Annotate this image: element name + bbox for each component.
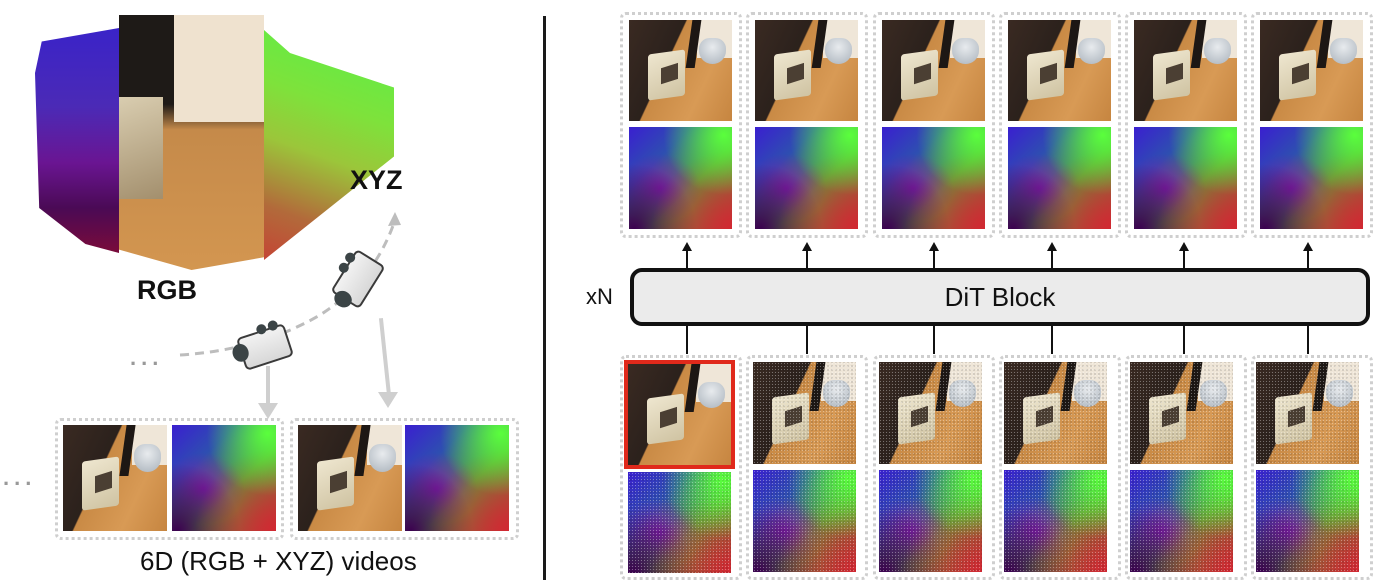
input-frame bbox=[999, 355, 1121, 580]
arrow-up-icon bbox=[929, 242, 939, 251]
xyz-frame-image bbox=[405, 425, 509, 531]
output-xyz-image bbox=[1260, 127, 1363, 229]
ellipsis-bottom: ... bbox=[3, 465, 37, 490]
repeat-count-label: xN bbox=[586, 284, 613, 309]
video-clip-frame bbox=[290, 418, 519, 540]
input-frame bbox=[873, 355, 995, 580]
arrow-line bbox=[806, 250, 808, 268]
rgb-label: RGB bbox=[137, 275, 197, 305]
point-cloud-rgb-face bbox=[119, 15, 264, 270]
noisy-rgb-image bbox=[1004, 362, 1107, 464]
arrow-up-icon bbox=[802, 242, 812, 251]
video-clip-frame bbox=[55, 418, 284, 540]
caption-6d-videos: 6D (RGB + XYZ) videos bbox=[140, 546, 417, 576]
noisy-xyz-image bbox=[1130, 470, 1233, 572]
output-rgb-image bbox=[1134, 20, 1237, 121]
panel-divider bbox=[543, 16, 546, 580]
input-line bbox=[1051, 326, 1053, 354]
xyz-label: XYZ bbox=[350, 165, 403, 195]
noisy-rgb-image bbox=[1130, 362, 1233, 464]
input-frame bbox=[620, 355, 742, 580]
rgb-frame-image bbox=[298, 425, 402, 531]
output-frame bbox=[620, 12, 742, 238]
output-xyz-image bbox=[1134, 127, 1237, 229]
noisy-xyz-image bbox=[1256, 470, 1359, 572]
input-frame bbox=[1251, 355, 1373, 580]
noisy-xyz-image bbox=[753, 470, 856, 572]
arrow-line bbox=[686, 250, 688, 268]
output-xyz-image bbox=[629, 127, 732, 229]
arrow-line bbox=[1307, 250, 1309, 268]
output-rgb-image bbox=[1260, 20, 1363, 121]
arrow-line bbox=[1183, 250, 1185, 268]
gray-arrow-head-icon bbox=[378, 392, 398, 408]
arrow-up-icon bbox=[1047, 242, 1057, 251]
gray-arrow-line bbox=[266, 366, 270, 406]
noisy-xyz-image bbox=[879, 470, 982, 572]
noisy-rgb-image bbox=[1256, 362, 1359, 464]
output-rgb-image bbox=[755, 20, 858, 121]
rgb-frame-image bbox=[63, 425, 167, 531]
arrow-line bbox=[933, 250, 935, 268]
gray-arrow-head-icon bbox=[258, 403, 278, 419]
noisy-xyz-image bbox=[628, 472, 731, 573]
xyz-frame-image bbox=[172, 425, 276, 531]
input-line bbox=[1307, 326, 1309, 354]
output-frame bbox=[1125, 12, 1247, 238]
output-xyz-image bbox=[1008, 127, 1111, 229]
output-xyz-image bbox=[882, 127, 985, 229]
arrow-line bbox=[1051, 250, 1053, 268]
output-frame bbox=[1251, 12, 1373, 238]
input-line bbox=[686, 326, 688, 354]
camera-trajectory bbox=[179, 212, 401, 357]
dit-block-label: DiT Block bbox=[944, 281, 1056, 312]
input-frame bbox=[746, 355, 868, 580]
dit-block: DiT Block bbox=[630, 268, 1370, 326]
output-rgb-image bbox=[629, 20, 732, 121]
noisy-rgb-image bbox=[753, 362, 856, 464]
input-line bbox=[933, 326, 935, 354]
output-rgb-image bbox=[882, 20, 985, 121]
input-line bbox=[806, 326, 808, 354]
input-line bbox=[1183, 326, 1185, 354]
arrow-up-icon bbox=[682, 242, 692, 251]
ellipsis-top: ... bbox=[130, 345, 164, 370]
noisy-rgb-image bbox=[879, 362, 982, 464]
arrow-up-icon bbox=[1303, 242, 1313, 251]
output-xyz-image bbox=[755, 127, 858, 229]
output-frame bbox=[873, 12, 995, 238]
point-cloud-illustration bbox=[30, 10, 400, 275]
point-cloud-xyz-left-face bbox=[35, 28, 119, 253]
output-rgb-image bbox=[1008, 20, 1111, 121]
input-frame bbox=[1125, 355, 1247, 580]
noisy-xyz-image bbox=[1004, 470, 1107, 572]
conditioning-rgb-image bbox=[624, 360, 735, 469]
arrow-up-icon bbox=[1179, 242, 1189, 251]
output-frame bbox=[999, 12, 1121, 238]
output-frame bbox=[746, 12, 868, 238]
